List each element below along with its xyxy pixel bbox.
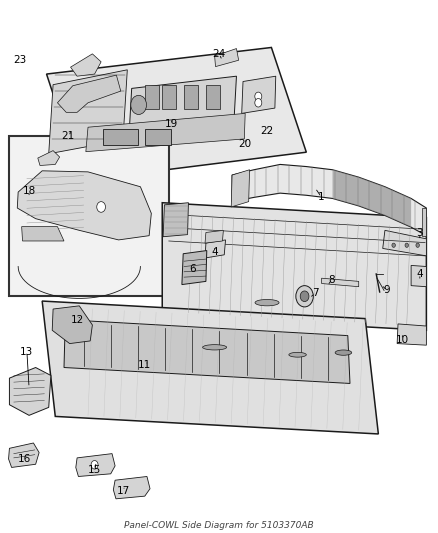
Text: 22: 22 bbox=[261, 126, 274, 136]
Polygon shape bbox=[38, 151, 60, 165]
Polygon shape bbox=[205, 230, 223, 243]
Text: 18: 18 bbox=[22, 186, 36, 196]
Text: 4: 4 bbox=[417, 269, 423, 279]
Circle shape bbox=[131, 95, 147, 115]
Text: 17: 17 bbox=[117, 486, 130, 496]
Text: 7: 7 bbox=[312, 288, 318, 298]
Polygon shape bbox=[64, 320, 350, 383]
Text: 6: 6 bbox=[190, 264, 196, 274]
Polygon shape bbox=[215, 49, 239, 67]
Polygon shape bbox=[411, 265, 426, 287]
Polygon shape bbox=[113, 477, 150, 499]
Polygon shape bbox=[383, 230, 426, 256]
Ellipse shape bbox=[335, 350, 352, 356]
Ellipse shape bbox=[203, 345, 226, 350]
Bar bbox=[162, 85, 176, 109]
Ellipse shape bbox=[255, 300, 279, 306]
Polygon shape bbox=[163, 203, 188, 237]
Circle shape bbox=[296, 286, 313, 307]
Bar bbox=[10, 136, 169, 296]
Bar bbox=[184, 85, 198, 109]
Polygon shape bbox=[86, 114, 245, 152]
Text: 23: 23 bbox=[14, 55, 27, 65]
Circle shape bbox=[300, 291, 309, 302]
Ellipse shape bbox=[289, 352, 306, 357]
Polygon shape bbox=[321, 278, 359, 287]
Polygon shape bbox=[42, 301, 378, 434]
Circle shape bbox=[416, 243, 420, 247]
Text: 3: 3 bbox=[417, 228, 423, 238]
Polygon shape bbox=[76, 454, 115, 477]
Polygon shape bbox=[205, 240, 226, 258]
Polygon shape bbox=[242, 76, 276, 114]
Polygon shape bbox=[162, 203, 426, 330]
Polygon shape bbox=[52, 306, 92, 344]
Bar bbox=[145, 130, 171, 146]
Text: Panel-COWL Side Diagram for 5103370AB: Panel-COWL Side Diagram for 5103370AB bbox=[124, 521, 314, 530]
Circle shape bbox=[405, 243, 409, 247]
Polygon shape bbox=[17, 171, 151, 240]
Circle shape bbox=[255, 99, 262, 107]
Polygon shape bbox=[422, 208, 426, 236]
Polygon shape bbox=[71, 54, 101, 76]
Text: 16: 16 bbox=[18, 454, 32, 464]
Text: 1: 1 bbox=[318, 192, 325, 203]
Polygon shape bbox=[397, 324, 426, 345]
Text: 4: 4 bbox=[211, 247, 218, 256]
Text: 24: 24 bbox=[212, 49, 226, 59]
Polygon shape bbox=[332, 169, 411, 227]
Bar bbox=[145, 85, 159, 109]
Text: 8: 8 bbox=[328, 275, 335, 285]
Polygon shape bbox=[10, 368, 51, 415]
Text: 13: 13 bbox=[20, 346, 34, 357]
Circle shape bbox=[255, 92, 262, 101]
Text: 21: 21 bbox=[62, 131, 75, 141]
Polygon shape bbox=[130, 76, 237, 127]
Polygon shape bbox=[57, 75, 121, 112]
Polygon shape bbox=[9, 443, 39, 467]
Circle shape bbox=[91, 461, 98, 469]
Polygon shape bbox=[231, 169, 250, 207]
Polygon shape bbox=[46, 47, 306, 180]
Bar bbox=[103, 130, 138, 146]
Polygon shape bbox=[49, 70, 127, 154]
Text: 15: 15 bbox=[88, 465, 101, 474]
Text: 12: 12 bbox=[71, 314, 84, 325]
Bar bbox=[206, 85, 220, 109]
Polygon shape bbox=[232, 165, 426, 236]
Text: 20: 20 bbox=[239, 139, 252, 149]
Text: 11: 11 bbox=[138, 360, 152, 370]
Circle shape bbox=[97, 201, 106, 212]
Polygon shape bbox=[21, 227, 64, 241]
Polygon shape bbox=[182, 251, 207, 285]
Circle shape bbox=[392, 243, 396, 247]
Text: 10: 10 bbox=[396, 335, 409, 345]
Text: 19: 19 bbox=[164, 119, 177, 129]
Text: 9: 9 bbox=[384, 286, 390, 295]
